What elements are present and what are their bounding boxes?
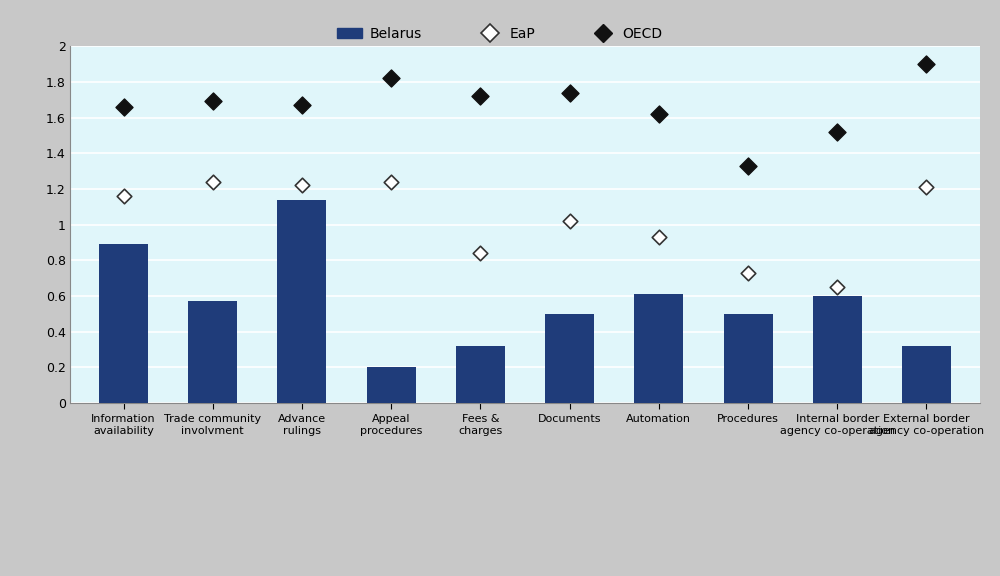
Point (294, 181, 310, 190)
Point (829, 283, 845, 292)
Bar (634, 294, 683, 403)
Point (918, 59, 934, 69)
Point (651, 109, 667, 119)
Bar (724, 314, 773, 403)
Point (116, 102, 132, 111)
Point (294, 100, 310, 109)
Bar (813, 296, 862, 403)
Point (918, 183, 934, 192)
Point (829, 127, 845, 137)
Bar (456, 346, 505, 403)
Bar (367, 367, 416, 403)
Bar (99, 244, 148, 403)
Point (383, 74, 399, 83)
Point (205, 97, 221, 106)
Point (472, 249, 488, 258)
Point (472, 92, 488, 101)
Point (562, 88, 578, 97)
Bar (188, 301, 237, 403)
Bar (277, 200, 326, 403)
Point (740, 268, 756, 278)
Legend: Belarus, EaP, OECD: Belarus, EaP, OECD (332, 21, 668, 47)
Point (651, 233, 667, 242)
Bar (902, 346, 951, 403)
Point (740, 161, 756, 170)
Point (383, 177, 399, 187)
Point (205, 177, 221, 187)
Point (562, 217, 578, 226)
Bar (545, 314, 594, 403)
Point (116, 191, 132, 200)
